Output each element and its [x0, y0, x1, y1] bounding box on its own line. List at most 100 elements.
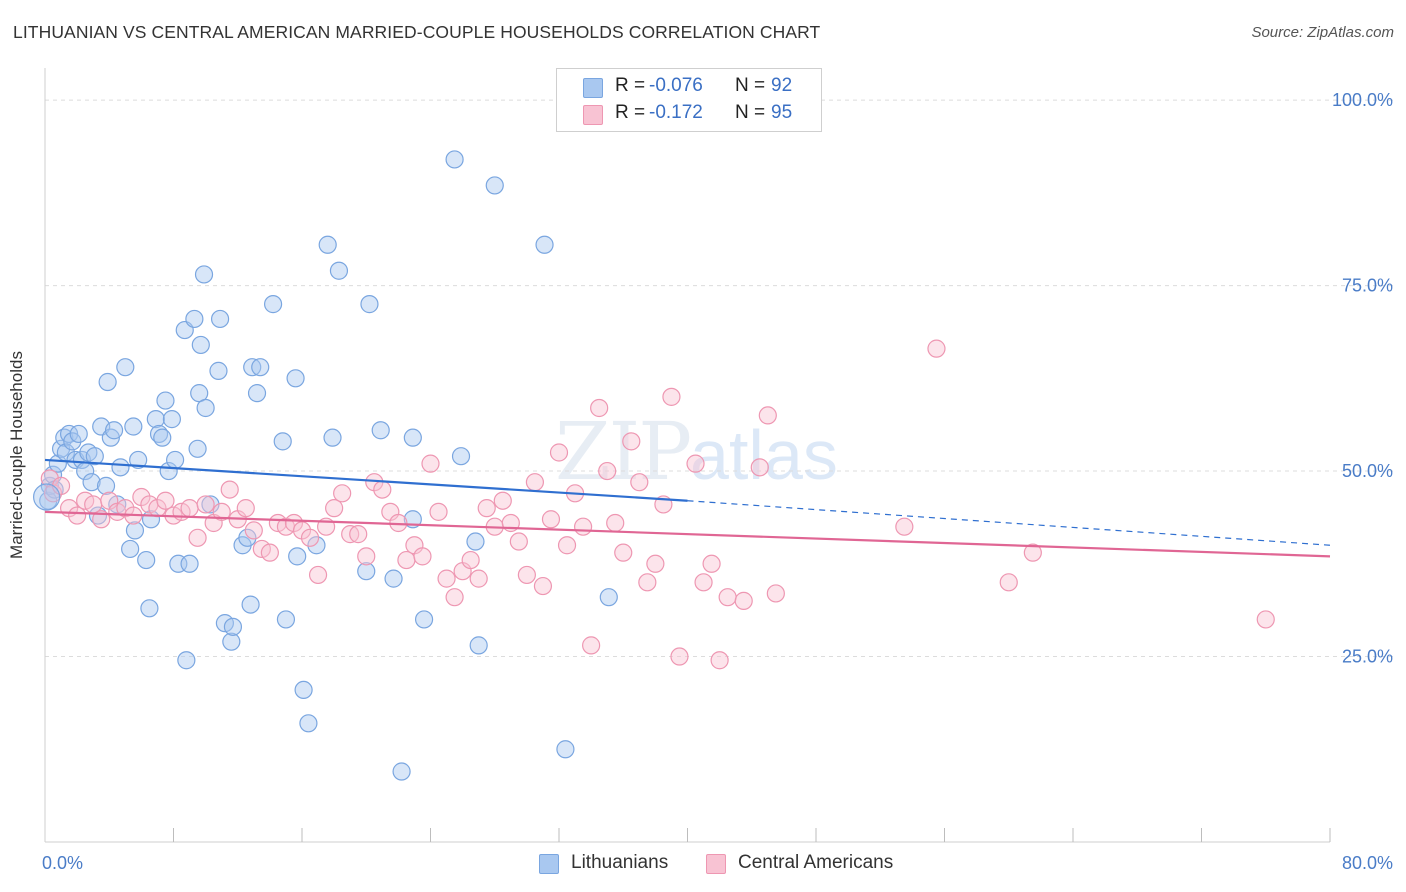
lithuanians-point — [294, 680, 313, 700]
lithuanians-point — [129, 450, 148, 470]
lithuanians-point — [210, 309, 230, 329]
central-americans-point — [734, 591, 753, 610]
lithuanians-point — [177, 651, 196, 670]
lithuanians-point — [329, 261, 349, 280]
lithuanians-point — [318, 235, 337, 254]
central-americans-point — [694, 573, 713, 592]
lithuanians-point — [63, 432, 82, 451]
lithuanians-point — [535, 235, 554, 254]
lithuanians-point — [111, 458, 130, 477]
central-americans-point — [549, 443, 569, 462]
central-americans-point — [582, 636, 601, 655]
lithuanians-point — [299, 714, 318, 733]
lithuanians-point — [185, 309, 204, 329]
lithuanians-point — [124, 417, 143, 436]
central-americans-point — [300, 528, 320, 547]
central-americans-point — [509, 532, 528, 551]
watermark-atlas: atlas — [690, 416, 838, 494]
y-tick-label: 100.0% — [1332, 90, 1393, 110]
lithuanians-point — [69, 424, 88, 444]
correlation-legend: R = -0.076 N = 92 R = -0.172 N = 95 — [556, 68, 822, 132]
lithuanians-point — [403, 428, 422, 447]
lithuanians-point — [263, 295, 283, 314]
lithuanians-trend-line — [44, 458, 688, 502]
central-americans-point — [84, 495, 103, 514]
lithuanians-point — [485, 176, 504, 195]
lithuanians-trend-line-extension — [687, 500, 1331, 546]
lithuanians-point — [82, 473, 101, 492]
central-americans-point — [630, 473, 649, 492]
central-americans-point — [758, 406, 777, 425]
central-americans-point — [606, 513, 625, 533]
lithuanians-point — [201, 495, 220, 514]
lithuanians-point — [140, 599, 159, 618]
central-americans-point — [702, 554, 721, 573]
lithuanians-point — [276, 610, 296, 629]
central-americans-point — [622, 432, 641, 451]
central-americans-point — [1023, 543, 1042, 562]
central-americans-point — [766, 584, 785, 603]
lithuanians-point — [247, 384, 267, 403]
lithuanians-point — [599, 588, 618, 607]
lithuanians-point — [451, 447, 471, 466]
legend-n-label: N = — [735, 102, 766, 123]
central-americans-point — [670, 647, 689, 666]
central-americans-point — [236, 499, 255, 518]
x-tick-label: 80.0% — [1342, 853, 1393, 873]
x-tick-label: 0.0% — [42, 853, 83, 873]
lithuanians-point — [153, 428, 172, 447]
central-americans-point — [413, 547, 432, 566]
central-americans-point — [308, 565, 328, 585]
lithuanians-point — [251, 358, 270, 377]
lithuanians-point — [371, 421, 390, 440]
lithuanians-point — [323, 428, 342, 447]
watermark: ZIPatlas — [555, 405, 838, 498]
central-americans-point — [686, 454, 705, 473]
lithuanians-cluster-point — [33, 483, 61, 511]
central-americans-point — [196, 495, 215, 514]
legend-r-label: R = — [615, 75, 646, 96]
lithuanians-point — [162, 410, 181, 429]
legend-swatch-central-americans — [583, 105, 603, 125]
lithuanians-point — [166, 450, 185, 470]
legend-r-value: -0.076 — [649, 75, 703, 96]
lithuanians-point — [194, 265, 214, 284]
legend-swatch-lithuanians — [583, 78, 603, 98]
central-americans-point — [999, 573, 1018, 592]
bottom-legend-label: Central Americans — [738, 852, 894, 873]
central-americans-point — [638, 573, 657, 592]
central-americans-point — [469, 569, 488, 588]
legend-r-label: R = — [615, 102, 646, 123]
lithuanians-point — [188, 439, 207, 458]
central-americans-point — [541, 510, 561, 529]
central-americans-point — [598, 461, 617, 481]
lithuanians-point — [357, 562, 376, 581]
legend-n-value: 95 — [771, 102, 793, 123]
central-americans-point — [614, 543, 633, 562]
legend-n-value: 92 — [771, 75, 793, 96]
legend-row-lithuanians: R = -0.076 N = 92 — [557, 75, 821, 99]
central-americans-point — [156, 491, 175, 510]
lithuanians-point — [414, 610, 434, 629]
lithuanians-point — [238, 528, 257, 547]
central-americans-point — [373, 480, 392, 499]
lithuanians-point — [360, 295, 379, 314]
bottom-legend-swatch-lithuanians — [539, 854, 559, 874]
lithuanians-point — [191, 335, 210, 355]
lithuanians-point — [85, 447, 104, 466]
central-americans-point — [750, 458, 769, 477]
central-americans-point — [590, 398, 609, 418]
central-americans-point — [533, 576, 553, 596]
lithuanians-point — [180, 554, 199, 573]
central-americans-point — [333, 484, 352, 503]
lithuanians-point — [96, 476, 116, 495]
y-tick-label: 50.0% — [1342, 461, 1393, 481]
lithuanians-point — [307, 536, 326, 555]
central-americans-point — [718, 588, 737, 607]
bottom-legend-label: Lithuanians — [571, 852, 669, 873]
central-americans-point — [461, 550, 480, 570]
bottom-legend-swatch-central-americans — [706, 854, 726, 874]
central-americans-point — [220, 480, 239, 499]
watermark-zip: ZIP — [555, 405, 692, 498]
